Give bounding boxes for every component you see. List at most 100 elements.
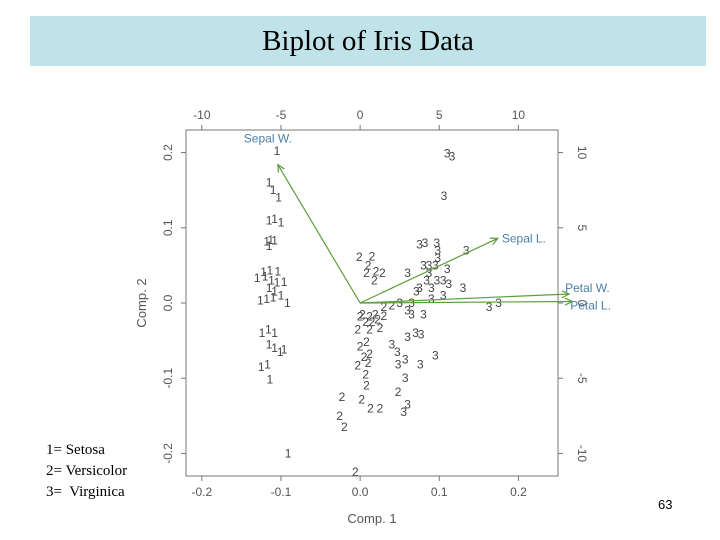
point-setosa: 1 (267, 233, 274, 247)
point-versicolor: 2 (352, 465, 359, 479)
point-virginica: 3 (412, 326, 419, 340)
point-versicolor: 2 (371, 273, 378, 287)
y-tick-label: 0.0 (161, 294, 175, 311)
point-virginica: 3 (440, 288, 447, 302)
point-virginica: 3 (402, 352, 409, 366)
point-virginica: 3 (418, 328, 425, 342)
point-setosa: 1 (263, 292, 270, 306)
point-versicolor: 2 (339, 390, 346, 404)
point-virginica: 3 (416, 281, 423, 295)
point-setosa: 1 (262, 270, 269, 284)
point-setosa: 1 (277, 345, 284, 359)
point-virginica: 3 (434, 236, 441, 250)
point-virginica: 3 (404, 304, 411, 318)
slide-title: Biplot of Iris Data (262, 24, 474, 57)
legend-item-versicolor: 2= Versicolor (46, 463, 128, 479)
point-setosa: 1 (257, 294, 264, 308)
x-tick-label: 0.0 (352, 485, 369, 499)
point-setosa: 1 (266, 281, 273, 295)
point-setosa: 1 (281, 343, 288, 357)
x-axis-title: Comp. 1 (347, 511, 396, 526)
point-virginica: 3 (426, 258, 433, 272)
point-virginica: 3 (432, 258, 439, 272)
point-virginica: 3 (463, 243, 470, 257)
point-versicolor: 2 (361, 350, 368, 364)
point-setosa: 1 (278, 288, 285, 302)
point-versicolor: 2 (367, 401, 374, 415)
point-setosa: 1 (281, 275, 288, 289)
point-versicolor: 2 (369, 315, 376, 329)
loading-label: Petal W. (565, 281, 610, 295)
x-tick-label: -0.1 (271, 485, 292, 499)
top-tick-label: -5 (276, 108, 287, 122)
point-setosa: 1 (263, 234, 270, 248)
point-virginica: 3 (460, 281, 467, 295)
point-virginica: 3 (423, 273, 430, 287)
point-versicolor: 2 (365, 258, 372, 272)
point-virginica: 3 (413, 285, 420, 299)
slide-title-banner: Biplot of Iris Data (30, 16, 706, 66)
point-versicolor: 2 (357, 310, 364, 324)
legend-item-setosa: 1= Setosa (46, 442, 105, 458)
point-virginica: 3 (434, 273, 441, 287)
top-tick-label: 10 (512, 108, 526, 122)
loading-arrowhead (277, 163, 285, 173)
top-tick-label: 5 (436, 108, 443, 122)
point-virginica: 3 (426, 266, 433, 280)
point-setosa: 1 (267, 373, 274, 387)
point-versicolor: 2 (365, 356, 372, 370)
top-tick-label: 0 (357, 108, 364, 122)
loading-label: Petal L. (570, 298, 611, 312)
species-legend: 1= Setosa 2= Versicolor 3= Virginica (46, 440, 127, 503)
loading-arrowhead (564, 297, 574, 306)
point-virginica: 3 (420, 307, 427, 321)
x-tick-label: -0.2 (191, 485, 212, 499)
point-virginica: 3 (434, 251, 441, 265)
point-virginica: 3 (444, 262, 451, 276)
point-versicolor: 2 (354, 322, 361, 336)
point-versicolor: 2 (373, 264, 380, 278)
point-versicolor: 2 (381, 300, 388, 314)
loading-label: Sepal L. (502, 231, 546, 245)
top-tick-label: -10 (193, 108, 211, 122)
loading-arrow (277, 164, 361, 304)
point-setosa: 1 (270, 291, 277, 305)
point-virginica: 3 (441, 189, 448, 203)
point-setosa: 1 (271, 212, 278, 226)
point-setosa: 1 (254, 271, 261, 285)
y-tick-label: -0.1 (161, 368, 175, 389)
point-setosa: 1 (260, 265, 267, 279)
point-versicolor: 2 (374, 313, 381, 327)
point-setosa: 1 (285, 446, 292, 460)
point-versicolor: 2 (363, 266, 370, 280)
loading-arrow (359, 237, 499, 304)
x-tick-label: 0.1 (431, 485, 448, 499)
point-virginica: 3 (395, 358, 402, 372)
point-virginica: 3 (434, 243, 441, 257)
point-virginica: 3 (388, 337, 395, 351)
point-versicolor: 2 (336, 409, 343, 423)
right-tick-label: -10 (575, 445, 589, 463)
loading-arrowhead (489, 237, 500, 245)
point-setosa: 1 (271, 234, 278, 248)
point-setosa: 1 (271, 326, 278, 340)
x-tick-label: 0.2 (510, 485, 527, 499)
point-virginica: 3 (445, 277, 452, 291)
point-setosa: 1 (274, 264, 281, 278)
point-setosa: 1 (271, 285, 278, 299)
point-versicolor: 2 (356, 250, 363, 264)
point-virginica: 3 (402, 371, 409, 385)
point-versicolor: 2 (366, 310, 373, 324)
point-setosa: 1 (264, 358, 271, 372)
point-versicolor: 2 (357, 340, 364, 354)
loading-arrowhead (561, 290, 571, 299)
point-virginica: 3 (422, 236, 429, 250)
point-setosa: 1 (270, 183, 277, 197)
right-tick-label: -5 (575, 373, 589, 384)
point-virginica: 3 (416, 237, 423, 251)
point-versicolor: 2 (354, 358, 361, 372)
point-setosa: 1 (266, 213, 273, 227)
point-versicolor: 2 (359, 307, 366, 321)
point-setosa: 1 (259, 326, 266, 340)
